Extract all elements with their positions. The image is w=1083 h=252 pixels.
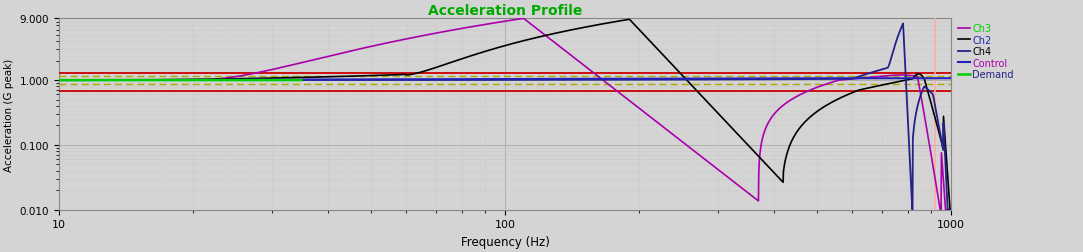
Ch4 xyxy=(154,79,167,82)
Ch2 xyxy=(207,78,220,81)
Ch4 xyxy=(944,208,957,211)
Legend: Ch3, Ch2, Ch4, Control, Demand: Ch3, Ch2, Ch4, Control, Demand xyxy=(957,24,1014,80)
Ch3 xyxy=(433,32,446,35)
Ch4 xyxy=(52,79,65,82)
Ch3 xyxy=(944,208,957,211)
Ch3 xyxy=(517,18,530,21)
Ch3 xyxy=(52,79,65,82)
Ch4 xyxy=(906,208,919,211)
Ch2 xyxy=(832,98,845,101)
Ch2 xyxy=(154,79,167,82)
Ch3 xyxy=(832,80,845,83)
Control xyxy=(207,79,220,82)
Control xyxy=(944,77,957,80)
X-axis label: Frequency (Hz): Frequency (Hz) xyxy=(460,235,549,248)
Ch3 xyxy=(207,78,220,81)
Control xyxy=(154,79,167,82)
Ch3 xyxy=(934,208,947,211)
Ch2 xyxy=(927,113,940,116)
Ch3 xyxy=(394,39,407,42)
Line: Ch3: Ch3 xyxy=(58,19,951,210)
Ch3 xyxy=(154,79,167,82)
Control xyxy=(433,78,446,81)
Ch2 xyxy=(623,19,636,22)
Line: Ch4: Ch4 xyxy=(58,24,951,210)
Ch4 xyxy=(394,79,407,82)
Ch4 xyxy=(831,78,844,81)
Ch2 xyxy=(52,79,65,82)
Ch2 xyxy=(944,208,957,211)
Ch4 xyxy=(928,101,941,104)
Y-axis label: Acceleration (G peak): Acceleration (G peak) xyxy=(4,58,14,171)
Title: Acceleration Profile: Acceleration Profile xyxy=(428,4,583,18)
Demand xyxy=(207,79,220,82)
Demand xyxy=(154,79,167,82)
Ch3 xyxy=(927,171,940,174)
Ch2 xyxy=(433,66,446,69)
Ch4 xyxy=(207,79,220,82)
Control xyxy=(394,78,407,81)
Ch4 xyxy=(433,79,446,82)
Ch2 xyxy=(944,208,957,211)
Control xyxy=(927,77,940,80)
Line: Control: Control xyxy=(58,79,951,81)
Ch2 xyxy=(394,74,407,77)
Control xyxy=(810,77,823,80)
Control xyxy=(832,77,845,80)
Line: Ch2: Ch2 xyxy=(58,20,951,210)
Control xyxy=(52,79,65,82)
Demand xyxy=(52,79,65,82)
Ch4 xyxy=(897,23,910,26)
